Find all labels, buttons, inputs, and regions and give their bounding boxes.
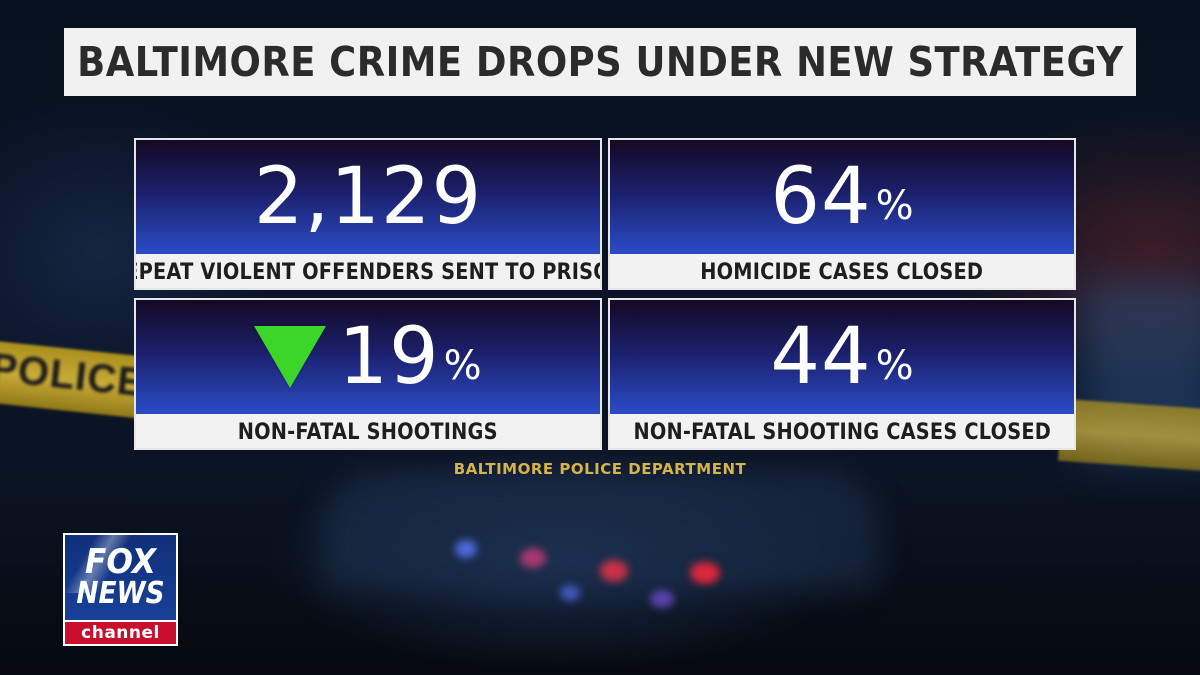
stat-value-area: 64 % bbox=[610, 140, 1074, 254]
stat-label: NON-FATAL SHOOTINGS bbox=[237, 419, 498, 445]
source-credit: BALTIMORE POLICE DEPARTMENT bbox=[0, 460, 1200, 479]
stat-value-row: 64 % bbox=[770, 158, 913, 236]
stat-panel-homicide-cases: 64 % HOMICIDE CASES CLOSED bbox=[608, 138, 1076, 290]
stat-label-area: NON-FATAL SHOOTING CASES CLOSED bbox=[610, 414, 1074, 448]
stat-value-area: 19 % bbox=[136, 300, 600, 414]
percent-sign: % bbox=[875, 343, 914, 389]
stat-label-area: HOMICIDE CASES CLOSED bbox=[610, 254, 1074, 288]
logo-channel-bar: channel bbox=[65, 620, 176, 644]
logo-background: FOX NEWS channel bbox=[65, 535, 176, 644]
stat-label: REPEAT VIOLENT OFFENDERS SENT TO PRISON bbox=[134, 259, 602, 285]
stat-label-area: REPEAT VIOLENT OFFENDERS SENT TO PRISON bbox=[134, 254, 602, 288]
title-banner: BALTIMORE CRIME DROPS UNDER NEW STRATEGY bbox=[64, 28, 1136, 96]
logo-channel-text: channel bbox=[81, 623, 160, 643]
bokeh-light bbox=[560, 585, 580, 601]
fox-news-logo: FOX NEWS channel bbox=[63, 533, 178, 646]
down-triangle-icon bbox=[254, 326, 327, 388]
stat-value-row: 19 % bbox=[254, 312, 482, 402]
percent-sign: % bbox=[875, 183, 914, 229]
stat-label-area: NON-FATAL SHOOTINGS bbox=[136, 414, 600, 448]
stat-value: 44 bbox=[770, 312, 872, 402]
bokeh-light bbox=[650, 590, 674, 608]
stat-value-area: 44 % bbox=[610, 300, 1074, 414]
bokeh-light bbox=[520, 548, 546, 568]
source-text: BALTIMORE POLICE DEPARTMENT bbox=[453, 460, 747, 478]
logo-searchlight-icon bbox=[65, 535, 135, 593]
logo-news-text: NEWS bbox=[76, 576, 165, 611]
stat-label: HOMICIDE CASES CLOSED bbox=[700, 259, 984, 285]
stat-label: NON-FATAL SHOOTING CASES CLOSED bbox=[633, 419, 1051, 445]
bokeh-light bbox=[690, 562, 720, 584]
stat-value-area: 2,129 bbox=[136, 140, 600, 254]
stat-value-row: 44 % bbox=[770, 318, 913, 396]
percent-sign: % bbox=[443, 343, 482, 389]
stat-panel-repeat-offenders: 2,129 REPEAT VIOLENT OFFENDERS SENT TO P… bbox=[134, 138, 602, 290]
headline: BALTIMORE CRIME DROPS UNDER NEW STRATEGY bbox=[76, 38, 1124, 86]
stat-panel-non-fatal-shootings: 19 % NON-FATAL SHOOTINGS bbox=[134, 298, 602, 450]
bokeh-light bbox=[600, 560, 628, 582]
stat-value-row: 2,129 bbox=[254, 158, 482, 236]
bokeh-light bbox=[455, 540, 477, 558]
stat-value: 2,129 bbox=[253, 152, 483, 242]
stat-panel-shooting-cases-closed: 44 % NON-FATAL SHOOTING CASES CLOSED bbox=[608, 298, 1076, 450]
stat-value: 19 bbox=[338, 312, 440, 402]
logo-fox-text: FOX bbox=[85, 542, 156, 582]
stat-value: 64 bbox=[770, 152, 872, 242]
